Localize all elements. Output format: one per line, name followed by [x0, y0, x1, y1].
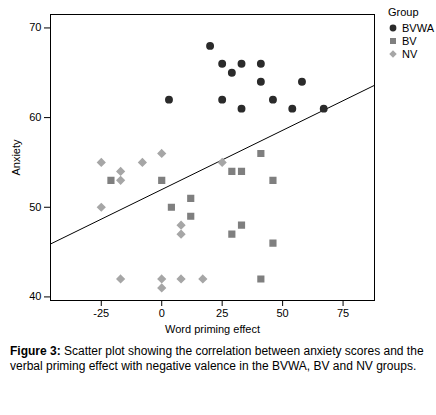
html-text:BV: BV — [402, 34, 417, 47]
svg-text:40: 40 — [29, 290, 41, 302]
svg-text:Anxiety: Anxiety — [10, 139, 22, 176]
html-text:NV: NV — [402, 47, 418, 60]
svg-text:50: 50 — [276, 307, 288, 319]
html-text:BVWA: BVWA — [402, 21, 434, 34]
html-text:Group: Group — [388, 6, 419, 18]
svg-text:50: 50 — [29, 201, 41, 213]
svg-text:75: 75 — [337, 307, 349, 319]
html-text:Figure 3: Scatter plot showing: Figure 3: Scatter plot showing the corre… — [10, 344, 424, 373]
svg-text:0: 0 — [159, 307, 165, 319]
svg-text:Word priming effect: Word priming effect — [165, 323, 260, 335]
svg-text:60: 60 — [29, 111, 41, 123]
svg-text:25: 25 — [216, 307, 228, 319]
svg-text:-25: -25 — [93, 307, 109, 319]
svg-text:70: 70 — [29, 21, 41, 33]
